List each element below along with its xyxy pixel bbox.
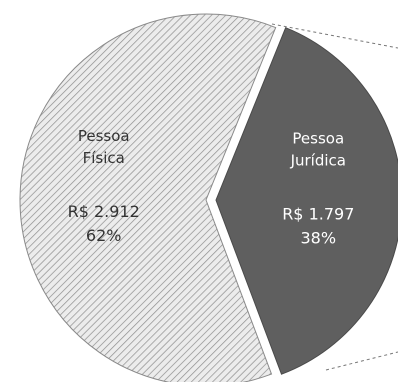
value-label: R$ 1.797 <box>282 204 354 223</box>
slice-label-line1: Pessoa <box>292 129 344 147</box>
slice-label-line2: Jurídica <box>290 151 346 169</box>
slice-label-line2: Física <box>83 149 125 167</box>
value-label: R$ 2.912 <box>68 202 140 221</box>
slice-label-line1: Pessoa <box>78 127 130 145</box>
percent-label: 38% <box>301 228 337 247</box>
pie-slice-pessoa-juridica <box>215 27 398 375</box>
connector-line-bottom <box>325 351 398 371</box>
percent-label: 62% <box>86 226 122 245</box>
